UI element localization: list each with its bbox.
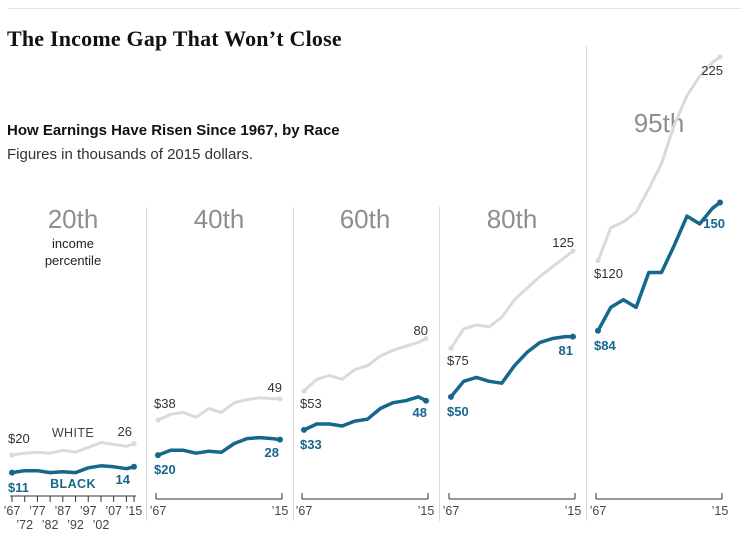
x-tick-label: ’67: [295, 504, 313, 518]
page-title: The Income Gap That Won’t Close: [7, 26, 342, 51]
x-tick-label: ’97: [79, 504, 97, 518]
legend-label-black-series: BLACK: [50, 477, 96, 491]
black-series-line: [156, 435, 282, 457]
white-end-label: 225: [701, 62, 723, 78]
panel-20th-percentile: 20th income percentile ’67 ’77 ’87 ’97 ’07’15 ’7…: [0, 0, 146, 549]
black-end-label: 14: [115, 471, 130, 487]
legend-label-white-series: WHITE: [51, 426, 95, 440]
panel-chart-canvas: [155, 396, 283, 500]
x-tick-label: ’15: [271, 504, 289, 518]
white-line-end-dot: [277, 396, 283, 402]
x-tick-label: ’15: [564, 504, 582, 518]
panel-chart-canvas: [9, 440, 137, 502]
black-end-label: 150: [703, 215, 725, 231]
panel-header-60th: 60th: [339, 204, 391, 234]
x-tick-label: ’77: [29, 504, 46, 518]
white-series-line: [596, 55, 722, 263]
x-tick-label: ’15: [711, 504, 729, 518]
black-series-line: [596, 200, 722, 333]
white-series-line: [10, 441, 136, 457]
white-line-start-dot: [301, 388, 307, 394]
panel-subheader: income percentile: [0, 235, 146, 269]
x-tick-label: ’67: [3, 504, 21, 518]
black-line-end-dot: [423, 397, 429, 404]
black-end-label: 48: [412, 404, 427, 420]
x-tick-label-staggered: ’72: [16, 518, 34, 532]
x-tick-label: ’67: [149, 504, 167, 518]
black-start-label: $11: [8, 479, 29, 495]
white-end-label: 49: [267, 379, 282, 395]
panel-95th-percentile: 95th ’67’15 $120 225 $84 150: [586, 0, 749, 549]
black-start-label: $50: [447, 403, 469, 419]
top-divider-rule: [8, 8, 741, 9]
panel-chart-canvas: [301, 335, 429, 500]
panel-divider: [585, 46, 587, 521]
panel-40th-percentile: 40th ’67 ’15 $38 49 $20 28: [146, 0, 292, 549]
white-start-label: $75: [447, 353, 469, 369]
subheader-line-2: percentile: [44, 253, 102, 268]
black-line-start-dot: [155, 452, 161, 459]
white-line-end-dot: [717, 54, 723, 60]
x-tick-label-staggered: ’92: [67, 518, 84, 532]
black-line-end-dot: [717, 199, 723, 206]
x-tick-label-staggered: ’82: [41, 518, 59, 532]
x-tick-label: ’87: [54, 504, 72, 518]
x-tick-label: ’15: [125, 504, 143, 518]
white-start-label: $38: [154, 396, 176, 412]
black-start-label: $84: [594, 337, 616, 353]
black-line-start-dot: [448, 393, 454, 400]
chart-subtitle: How Earnings Have Risen Since 1967, by R…: [7, 122, 340, 139]
white-start-label: $53: [300, 396, 322, 411]
panel-chart-canvas: [595, 54, 723, 500]
white-line-end-dot: [570, 248, 576, 254]
panel-divider: [292, 207, 294, 521]
black-series-line: [302, 395, 428, 432]
black-start-label: $33: [300, 436, 322, 452]
panel-60th-percentile: 60th ’67 ’15 $53 80 $33 48: [292, 0, 439, 549]
x-tick-label: ’07: [105, 504, 122, 518]
black-start-label: $20: [154, 462, 176, 478]
white-line-start-dot: [448, 345, 454, 351]
white-start-label: $20: [8, 431, 30, 447]
white-series-line: [156, 396, 282, 422]
black-series-line: [449, 334, 575, 399]
white-line-start-dot: [9, 452, 15, 458]
black-line-end-dot: [570, 333, 576, 340]
x-tick-label: ’15: [417, 504, 435, 518]
white-end-label: 125: [552, 235, 574, 251]
x-tick-label: ’67: [442, 504, 460, 518]
panel-header-20th: 20th: [47, 204, 99, 234]
x-tick-label-staggered: ’02: [92, 518, 110, 532]
black-line-end-dot: [277, 436, 283, 443]
white-start-label: $120: [594, 265, 623, 281]
white-line-end-dot: [423, 335, 429, 342]
x-tick-label: ’67: [589, 504, 607, 518]
black-end-label: 28: [264, 444, 279, 460]
black-line-start-dot: [9, 469, 15, 476]
black-line-start-dot: [595, 327, 601, 334]
white-end-label: 80: [413, 322, 428, 338]
panel-divider: [439, 207, 440, 521]
white-line-start-dot: [595, 258, 601, 264]
panel-header-40th: 40th: [193, 204, 245, 234]
white-line-start-dot: [155, 417, 161, 423]
black-line-end-dot: [131, 463, 137, 470]
panel-header-80th: 80th: [486, 204, 538, 234]
white-end-label: 26: [117, 424, 132, 440]
chart-units-note: Figures in thousands of 2015 dollars.: [7, 146, 253, 163]
black-end-label: 81: [558, 342, 573, 358]
subheader-line-1: income: [52, 236, 94, 251]
black-series-line: [10, 464, 136, 475]
white-series-line: [449, 249, 575, 350]
panel-chart-canvas: [448, 248, 576, 500]
panel-80th-percentile: 80th ’67 ’15 $75 125 $50 81: [439, 0, 586, 549]
panel-divider: [146, 207, 147, 521]
black-line-start-dot: [301, 426, 307, 433]
white-series-line: [302, 337, 428, 393]
white-line-end-dot: [131, 440, 137, 447]
